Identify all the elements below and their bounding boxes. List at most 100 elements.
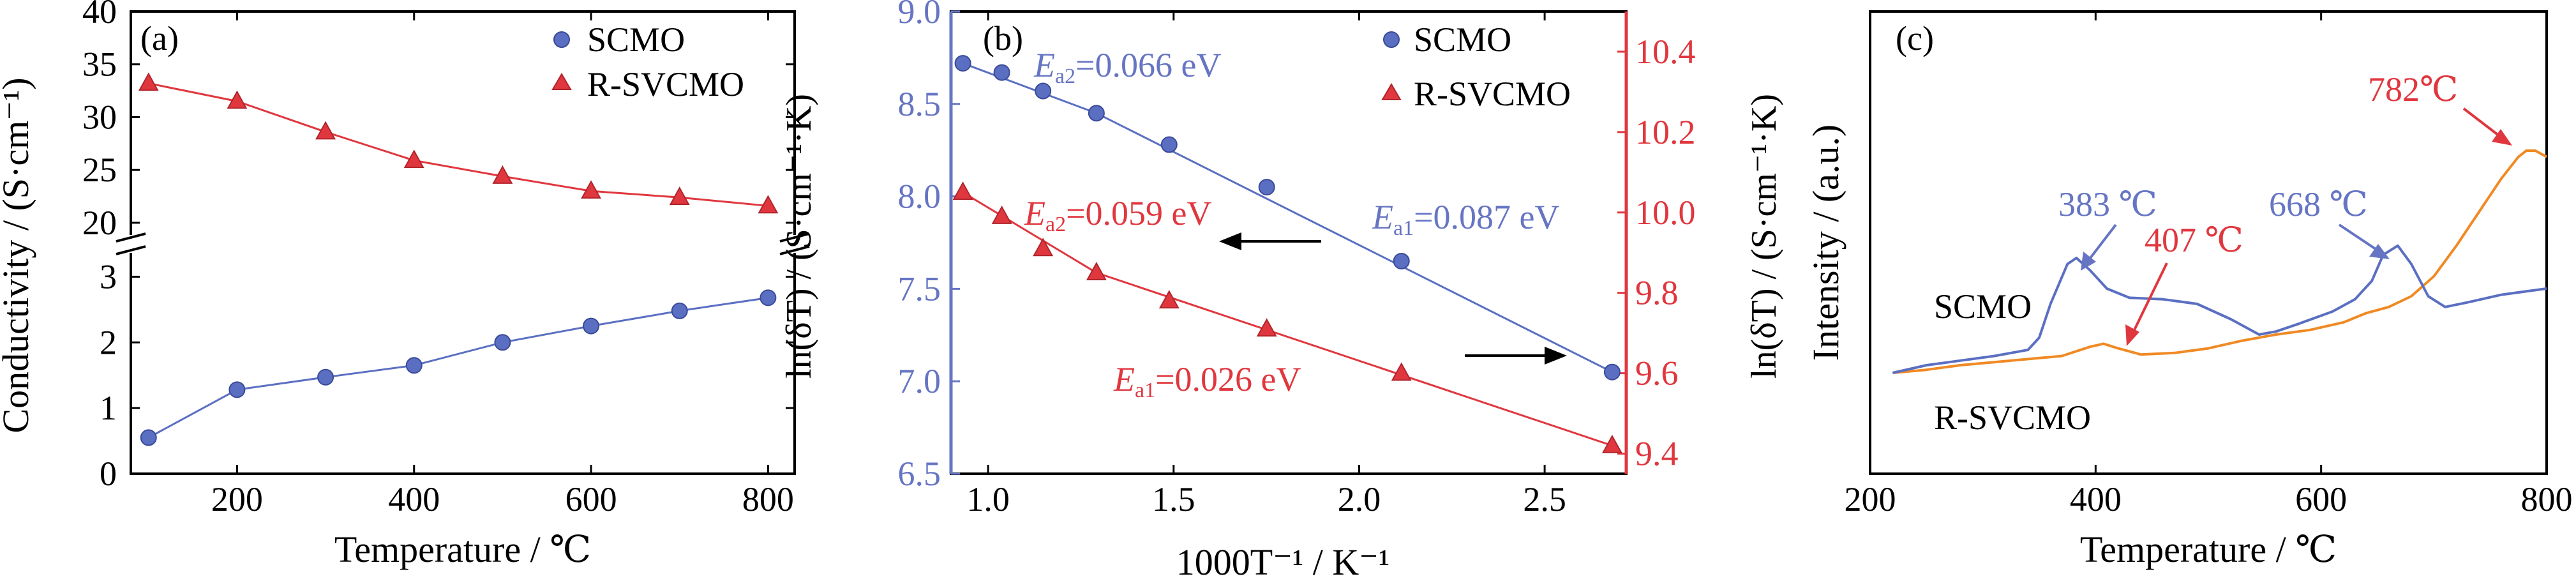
y-tick-label-left: 8.5: [898, 85, 941, 123]
y-tick-label: 40: [82, 0, 117, 31]
arrow-right-axis: [1465, 347, 1567, 365]
arrow-peak-383: [2081, 223, 2117, 271]
panel-c-ylabel: Intensity / (a.u.): [1805, 124, 1846, 361]
panel-c-label: (c): [1896, 19, 1934, 57]
label-peak-782: 782℃: [2368, 70, 2458, 109]
annotation-ea2-rsvcmo: Ea2=0.059 eV: [1024, 194, 1212, 236]
scmo-point: [1393, 252, 1410, 269]
label-peak-383: 383 ℃: [2058, 185, 2157, 223]
y-tick-label: 2: [100, 323, 117, 361]
scmo-point: [405, 357, 423, 374]
scmo-point: [1258, 179, 1275, 196]
y-tick-label: 20: [82, 204, 117, 242]
x-tick-label: 800: [2521, 480, 2573, 518]
panel-a-break-mark: [116, 232, 146, 243]
y-tick-label: 25: [82, 151, 117, 189]
rsvcmo-point: [758, 195, 779, 214]
legend-rsvcmo-marker: [551, 73, 572, 90]
annotation-ea2-scmo: Ea2=0.066 eV: [1033, 46, 1222, 88]
panel-a-break-mark: [779, 232, 810, 243]
panel-b-label: (b): [983, 19, 1023, 57]
rsvcmo-point: [315, 121, 336, 140]
scmo-point: [1160, 136, 1178, 153]
panel-a-label: (a): [140, 19, 179, 57]
rsvcmo-point: [581, 180, 602, 199]
scmo-point: [954, 55, 971, 72]
label-peak-668: 668 ℃: [2269, 185, 2368, 223]
rsvcmo-point: [991, 206, 1012, 224]
rsvcmo-point: [669, 186, 690, 205]
scmo-point: [494, 334, 511, 351]
fit-line-rsvcmo-high: [1096, 271, 1613, 447]
series-rsvcmo-line: [148, 82, 768, 207]
scmo-point: [140, 429, 157, 446]
rsvcmo-point: [227, 90, 248, 109]
x-tick-label: 800: [742, 480, 794, 518]
rsvcmo-point: [1391, 362, 1412, 381]
panel-a-legend: SCMO R-SVCMO: [551, 20, 744, 103]
panel-a-break-mark: [116, 245, 146, 255]
rsvcmo-point: [1086, 262, 1107, 281]
panel-b-ylabel-left: ln(δT) / (S·cm⁻¹·K): [779, 94, 819, 379]
rsvcmo-point: [1033, 238, 1054, 257]
x-tick-label: 2.0: [1338, 480, 1381, 518]
rsvcmo-point: [138, 72, 159, 91]
scmo-point: [1603, 363, 1621, 381]
x-tick-label: 600: [565, 480, 617, 518]
y-tick-label-right: 10.4: [1635, 33, 1696, 71]
rsvcmo-point: [1601, 434, 1622, 453]
arrow-peak-782: [2462, 107, 2512, 146]
label-scmo: SCMO: [1934, 287, 2032, 326]
rsvcmo-point: [1256, 318, 1277, 337]
panel-a-xlabel: Temperature / ℃: [334, 529, 591, 570]
fit-line-scmo-high: [1096, 112, 1613, 374]
y-tick-label-right: 10.0: [1635, 193, 1696, 232]
panel-b-ylabel-right: ln(δT) / (S·cm⁻¹·K): [1744, 94, 1784, 379]
scmo-point: [993, 64, 1010, 81]
y-tick-label: 0: [100, 455, 117, 493]
panel-c-frame: [1869, 10, 2548, 475]
x-tick-label: 1.5: [1152, 480, 1195, 518]
series-scmo-line: [148, 296, 768, 439]
rsvcmo-point: [492, 165, 513, 184]
panel-b-legend: SCMO R-SVCMO: [1381, 20, 1571, 113]
y-tick-label-right: 9.6: [1635, 354, 1679, 393]
scmo-point: [228, 381, 246, 398]
x-tick-label: 200: [211, 480, 263, 518]
x-tick-label: 600: [2295, 480, 2347, 518]
panel-a-ylabel: Conductivity / (S·cm⁻¹): [0, 77, 36, 433]
y-tick-label-right: 9.8: [1635, 274, 1679, 312]
label-peak-407: 407 ℃: [2145, 221, 2243, 259]
series-scmo-curve: [1892, 244, 2547, 374]
rsvcmo-point: [403, 149, 424, 169]
y-tick-label: 30: [82, 98, 117, 136]
arrow-left-axis: [1219, 232, 1321, 250]
x-tick-label: 400: [2070, 480, 2122, 518]
panel-a: Conductivity / (S·cm⁻¹) 200 400 600 800 0 1 2 3…: [0, 0, 810, 570]
scmo-point: [1035, 82, 1052, 100]
annotation-ea1-scmo: Ea1=0.087 eV: [1372, 198, 1560, 240]
legend-rsvcmo-marker: [1381, 83, 1402, 100]
fit-line-scmo-low: [962, 62, 1097, 114]
series-rsvcmo-curve: [1892, 149, 2547, 374]
legend-rsvcmo-label: R-SVCMO: [587, 65, 744, 103]
scmo-point: [317, 368, 334, 386]
rsvcmo-point: [1158, 290, 1179, 309]
x-tick-label: 2.5: [1523, 480, 1566, 518]
arrow-peak-668: [2338, 223, 2390, 259]
legend-scmo-label: SCMO: [587, 20, 685, 59]
legend-scmo-marker: [1383, 31, 1400, 48]
legend-scmo-label: SCMO: [1414, 20, 1511, 59]
panel-c: Intensity / (a.u.) 200 400 600 800 (c) Temp…: [1805, 10, 2573, 570]
annotation-ea1-rsvcmo: Ea1=0.026 eV: [1113, 360, 1301, 402]
rsvcmo-point: [952, 181, 973, 200]
label-rsvcmo: R-SVCMO: [1934, 398, 2091, 437]
panel-a-break-mark: [779, 245, 810, 255]
x-tick-label: 400: [388, 480, 440, 518]
x-tick-label: 200: [1845, 480, 1896, 518]
y-tick-label-left: 7.5: [898, 269, 941, 308]
y-tick-label-left: 6.5: [898, 455, 941, 493]
y-tick-label: 1: [100, 389, 117, 427]
fit-line-rsvcmo-low: [962, 192, 1097, 274]
